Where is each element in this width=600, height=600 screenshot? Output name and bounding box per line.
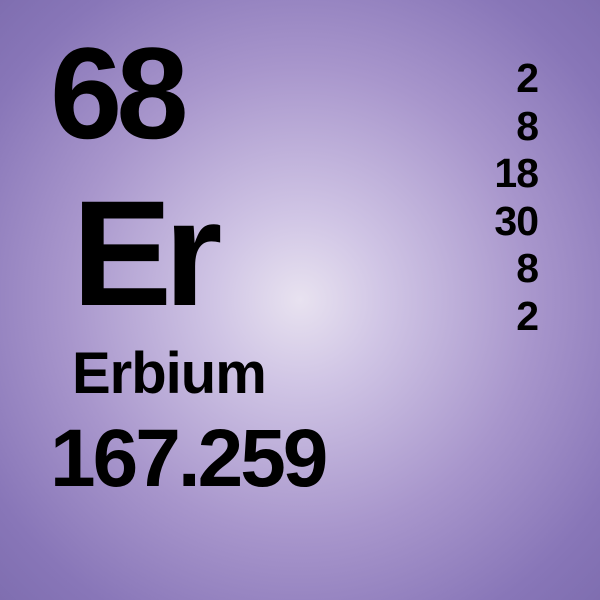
shell-value: 8 [494,103,538,151]
shell-value: 30 [494,198,538,246]
element-symbol: Er [72,178,214,328]
atomic-number: 68 [50,28,183,158]
shell-value: 2 [494,55,538,103]
shell-value: 18 [494,150,538,198]
element-tile: 68 Er Erbium 167.259 2 8 18 30 8 2 [0,0,600,600]
element-name: Erbium [72,345,266,403]
electron-shells: 2 8 18 30 8 2 [494,55,538,340]
shell-value: 2 [494,293,538,341]
atomic-mass: 167.259 [50,418,325,500]
shell-value: 8 [494,245,538,293]
